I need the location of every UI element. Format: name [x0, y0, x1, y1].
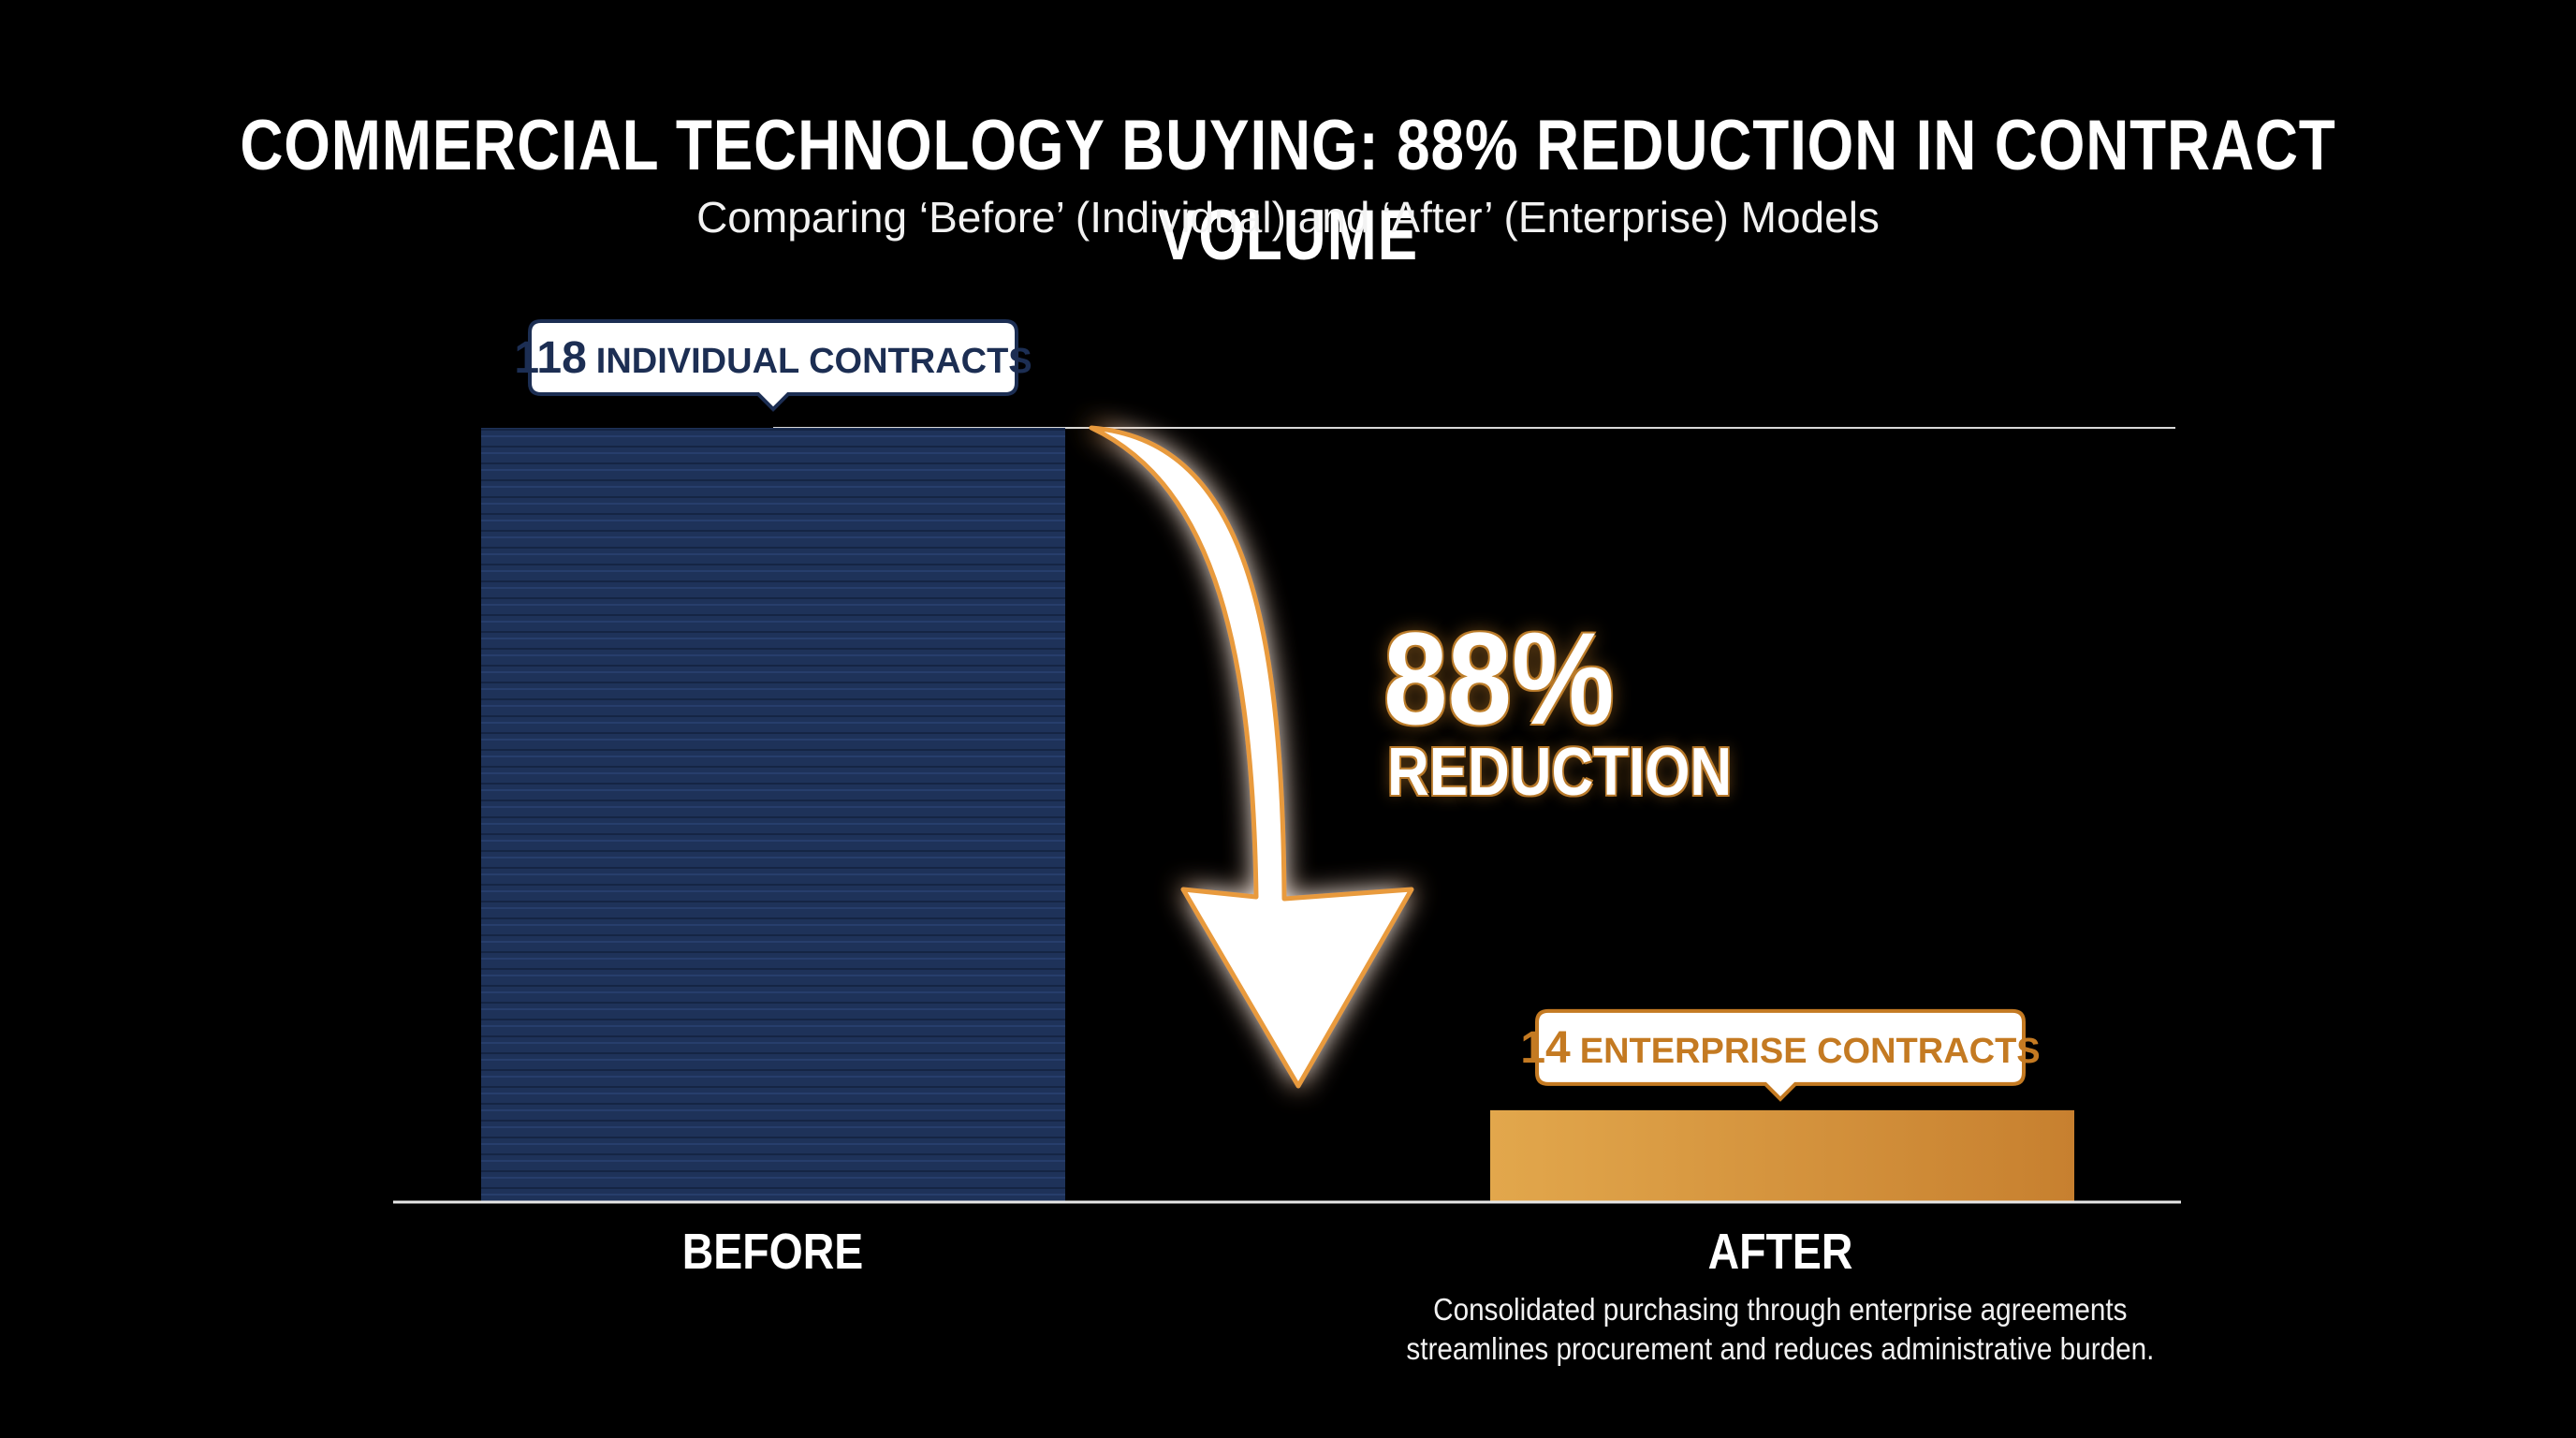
callout-before-text: 118 INDIVIDUAL CONTRACTS: [514, 333, 1032, 383]
callout-after: 14 ENTERPRISE CONTRACTS: [1520, 1008, 2041, 1102]
bar-before: [481, 428, 1065, 1202]
reduction-label: REDUCTION: [1387, 735, 1733, 810]
callout-before: 118 INDIVIDUAL CONTRACTS: [514, 319, 1032, 412]
callout-after-text: 14 ENTERPRISE CONTRACTS: [1520, 1023, 2040, 1073]
after-description-line2: streamlines procurement and reduces admi…: [1406, 1331, 2155, 1366]
after-description-line1: Consolidated purchasing through enterpri…: [1433, 1292, 2128, 1327]
category-label-before: BEFORE: [682, 1224, 864, 1280]
chart-subtitle: Comparing ‘Before’ (Individual) and ‘Aft…: [696, 193, 1880, 242]
chart-title: COMMERCIAL TECHNOLOGY BUYING: 88% REDUCT…: [240, 106, 2336, 275]
after-description: Consolidated purchasing through enterpri…: [1312, 1290, 2248, 1369]
reduction-percent: 88%: [1383, 605, 1615, 752]
category-label-after: AFTER: [1707, 1224, 1853, 1280]
bar-after: [1490, 1109, 2074, 1202]
reduction-arrow: [1089, 425, 1414, 1089]
